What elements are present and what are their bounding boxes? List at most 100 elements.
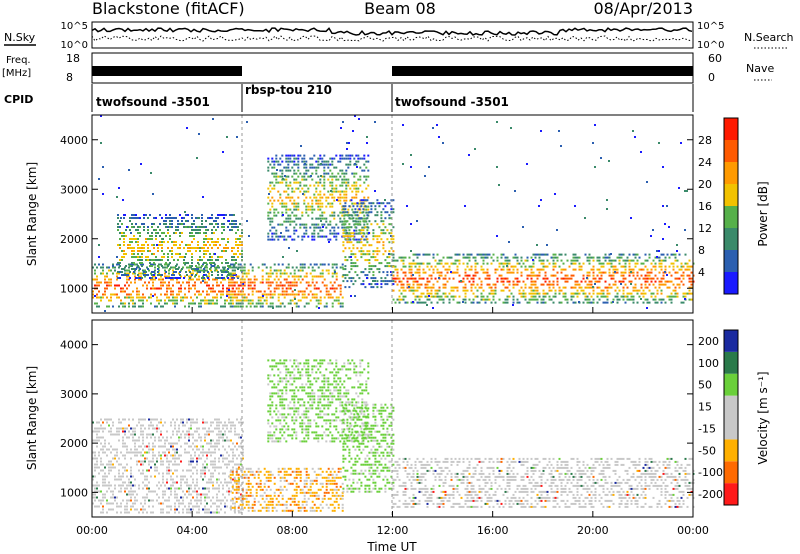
echo-cell	[269, 238, 272, 241]
echo-cell	[139, 262, 141, 264]
echo-cell	[190, 487, 192, 490]
echo-cell	[410, 274, 413, 277]
echo-cell	[271, 293, 274, 296]
echo-cell	[140, 451, 142, 454]
echo-cell	[291, 166, 294, 169]
echo-cell	[128, 451, 130, 454]
echo-cell	[542, 292, 545, 295]
echo-cell	[432, 283, 435, 286]
echo-cell	[342, 268, 345, 271]
echo-cell	[313, 269, 316, 272]
echo-cell	[177, 247, 179, 249]
echo-cell	[136, 287, 138, 290]
echo-cell	[576, 259, 579, 262]
echo-cell	[224, 478, 226, 481]
echo-cell	[94, 430, 96, 433]
echo-cell	[654, 262, 657, 265]
echo-cell	[674, 286, 677, 289]
echo-cell	[281, 169, 284, 172]
echo-cell	[386, 229, 389, 232]
echo-cell	[355, 184, 358, 187]
echo-cell	[196, 481, 198, 484]
echo-cell	[668, 271, 671, 274]
echo-cell	[152, 278, 154, 281]
echo-cell	[204, 493, 206, 496]
echo-cell	[598, 280, 601, 283]
echo-cell	[224, 266, 226, 269]
echo-cell	[283, 296, 286, 299]
freq-bar-segment-2	[392, 66, 693, 76]
echo-cell	[171, 250, 173, 252]
echo-cell	[464, 292, 467, 295]
echo-cell	[216, 478, 218, 481]
echo-cell	[126, 281, 128, 284]
echo-cell	[267, 157, 270, 160]
echo-cell	[102, 427, 104, 430]
echo-cell	[136, 439, 138, 442]
echo-cell	[166, 430, 168, 433]
echo-cell	[175, 265, 177, 267]
echo-cell	[353, 187, 356, 190]
echo-cell	[309, 284, 312, 287]
echo-cell	[281, 205, 284, 208]
echo-cell	[142, 454, 144, 457]
echo-cell	[333, 196, 336, 199]
echo-cell	[208, 275, 210, 278]
echo-cell	[233, 305, 236, 308]
echo-cell	[426, 280, 429, 283]
echo-cell	[422, 268, 425, 271]
echo-cell	[666, 253, 669, 256]
echo-cell	[108, 466, 110, 469]
echo-cell	[342, 208, 345, 211]
echo-cell	[161, 265, 163, 267]
echo-cell	[570, 262, 573, 265]
echo-cell	[197, 268, 199, 270]
echo-cell	[309, 163, 312, 166]
echo-cell	[484, 277, 487, 280]
echo-cell	[98, 178, 100, 180]
echo-cell	[124, 445, 126, 448]
echo-cell	[169, 220, 171, 222]
echo-cell	[174, 457, 176, 460]
echo-cell	[182, 424, 184, 427]
echo-cell	[209, 223, 211, 225]
echo-cell	[269, 293, 272, 296]
echo-cell	[309, 205, 312, 208]
echo-cell	[287, 175, 290, 178]
echo-cell	[339, 169, 342, 172]
echo-cell	[121, 232, 123, 234]
echo-cell	[359, 211, 362, 214]
echo-cell	[418, 301, 421, 304]
echo-cell	[550, 298, 553, 301]
echo-cell	[98, 305, 100, 308]
echo-cell	[586, 277, 588, 279]
echo-cell	[269, 184, 272, 187]
echo-cell	[386, 262, 389, 265]
echo-cell	[432, 268, 435, 271]
echo-cell	[287, 266, 290, 269]
echo-cell	[365, 166, 368, 169]
echo-cell	[644, 274, 647, 277]
echo-cell	[142, 272, 144, 275]
echo-cell	[92, 278, 94, 281]
echo-cell	[209, 268, 211, 270]
echo-cell	[392, 265, 395, 268]
echo-cell	[158, 421, 160, 424]
echo-cell	[341, 214, 344, 217]
echo-cell	[253, 284, 256, 287]
echo-cell	[281, 202, 284, 205]
echo-cell	[333, 217, 336, 220]
echo-cell	[207, 241, 209, 243]
echo-cell	[155, 217, 157, 219]
echo-cell	[210, 460, 212, 463]
echo-cell	[384, 280, 387, 283]
echo-cell	[600, 262, 603, 265]
echo-cell	[212, 460, 214, 463]
echo-cell	[636, 292, 639, 295]
echo-cell	[558, 253, 561, 256]
echo-cell	[610, 274, 613, 277]
echo-cell	[230, 263, 232, 266]
echo-cell	[353, 229, 356, 232]
echo-cell	[360, 202, 363, 205]
echo-cell	[309, 226, 312, 229]
